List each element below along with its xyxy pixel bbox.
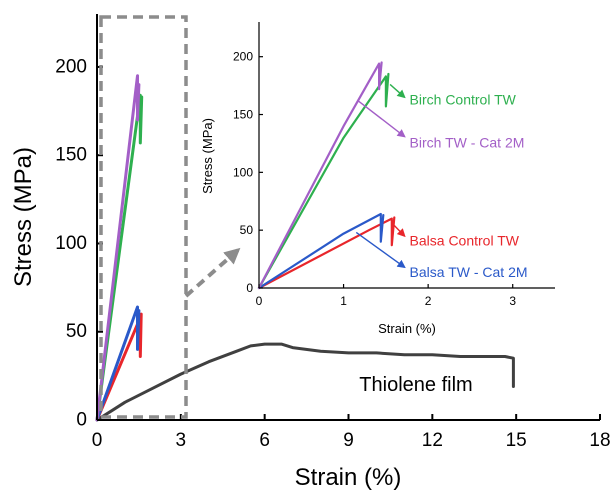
- annotation-label-birch-control-tw: Birch Control TW: [410, 91, 517, 107]
- main-y-ticks: 0 50 100 150 200: [55, 56, 103, 431]
- main-x-axis-label: Strain (%): [295, 464, 402, 491]
- inset-series-balsa-control-tw: [257, 216, 396, 290]
- inset-series-balsa-tw-cat-2m: [257, 212, 385, 290]
- main-y-tick-label: 0: [76, 410, 87, 431]
- main-y-tick-label: 150: [55, 145, 87, 166]
- inset-x-tick-label: 0: [256, 294, 263, 308]
- inset-annotations: Birch Control TW Birch TW - Cat 2M Balsa C…: [355, 83, 528, 280]
- main-x-tick-label: 18: [589, 430, 610, 451]
- main-y-tick-label: 100: [55, 233, 87, 254]
- main-x-tick-label: 3: [176, 430, 187, 451]
- annotation-arrow-balsa-tw-cat-2m: [355, 231, 406, 269]
- main-series-thiolene-film: [95, 342, 515, 422]
- main-y-axis-label: Stress (MPa): [10, 147, 37, 287]
- main-x-tick-label: 9: [343, 430, 354, 451]
- zoom-arrow: [184, 247, 241, 298]
- main-series-balsa-tw-cat-2m: [95, 305, 141, 422]
- annotation-label-balsa-control-tw: Balsa Control TW: [410, 233, 520, 249]
- inset-background: [259, 22, 555, 288]
- inset-y-tick-label: 50: [240, 223, 254, 237]
- inset-y-axis-label: Stress (MPa): [200, 118, 215, 194]
- inset-y-tick-label: 100: [233, 165, 253, 179]
- inset-y-ticks: 0 50 100 150 200: [233, 50, 263, 295]
- main-series-birch-control-tw: [95, 93, 144, 422]
- inset-y-tick-label: 0: [246, 281, 253, 295]
- annotation-label-balsa-tw-cat-2m: Balsa TW - Cat 2M: [410, 264, 528, 280]
- inset-x-tick-label: 2: [425, 294, 432, 308]
- inset-x-axis-label: Strain (%): [378, 321, 436, 336]
- annotation-arrow-birch-tw-cat-2m: [357, 100, 406, 138]
- main-x-tick-label: 0: [92, 430, 103, 451]
- main-y-tick-label: 200: [55, 56, 87, 77]
- inset-series-birch-control-tw: [257, 72, 390, 290]
- inset-series-birch-tw-cat-2m: [257, 61, 383, 290]
- inset-x-ticks: 0 1 2 3: [256, 284, 516, 308]
- zoom-region-box: [99, 15, 188, 419]
- inset-y-tick-label: 150: [233, 108, 253, 122]
- main-series-balsa-control-tw: [95, 312, 143, 422]
- inset-x-tick-label: 1: [340, 294, 347, 308]
- inset-y-tick-label: 200: [233, 50, 253, 64]
- main-x-ticks: 0 3 6 9 12 15 18: [92, 414, 611, 451]
- main-y-tick-label: 50: [66, 321, 87, 342]
- main-x-tick-label: 6: [259, 430, 270, 451]
- inset-x-tick-label: 3: [509, 294, 516, 308]
- annotation-arrow-birch-control-tw: [389, 83, 406, 99]
- main-series-birch-tw-cat-2m: [95, 74, 141, 422]
- thiolene-film-label: Thiolene film: [359, 374, 472, 396]
- main-x-tick-label: 12: [422, 430, 443, 451]
- annotation-arrow-balsa-control-tw: [393, 225, 406, 238]
- annotation-label-birch-tw-cat-2m: Birch TW - Cat 2M: [410, 134, 525, 150]
- inset-plot: Birch Control TW Birch TW - Cat 2M Balsa C…: [200, 22, 555, 336]
- inset-series-group: [257, 61, 396, 290]
- main-x-tick-label: 15: [506, 430, 527, 451]
- main-series-group: [95, 74, 515, 422]
